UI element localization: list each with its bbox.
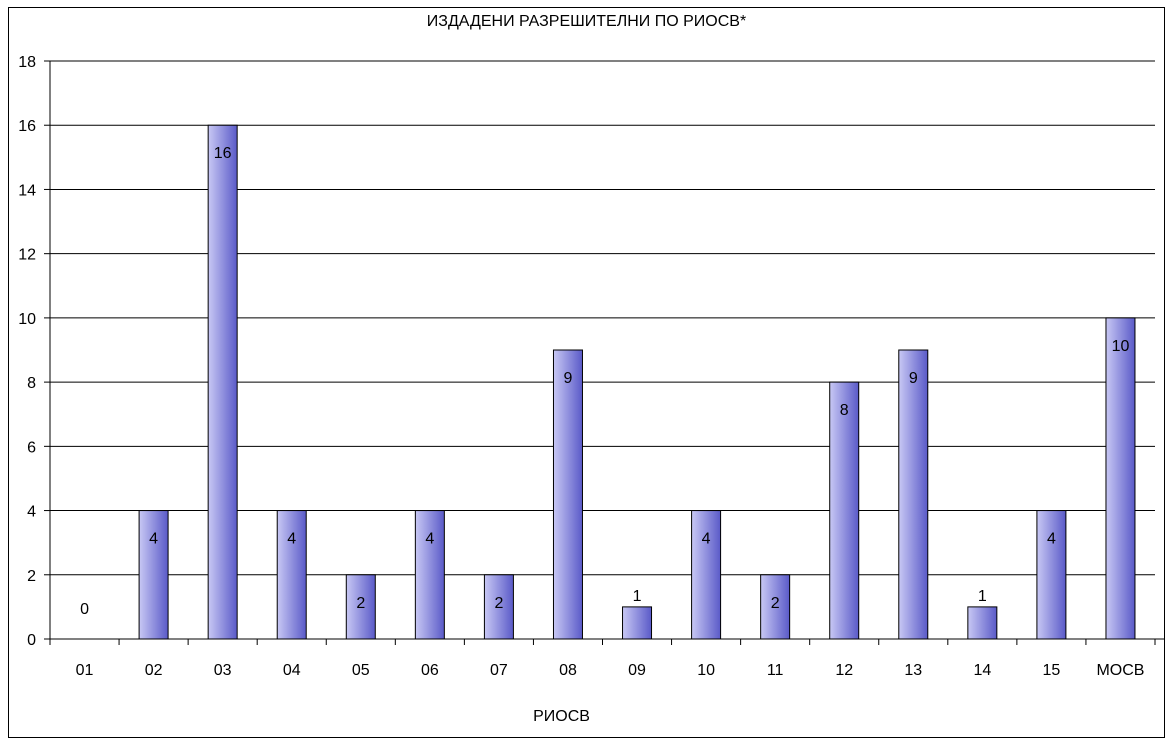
- x-tick-label: 05: [352, 662, 370, 679]
- x-tick-label: 01: [76, 662, 94, 679]
- data-label: 16: [214, 145, 232, 162]
- data-label: 4: [702, 531, 711, 548]
- data-label: 10: [1112, 338, 1130, 355]
- y-tick-label: 6: [27, 439, 36, 456]
- bar: [483, 574, 514, 640]
- bar: [276, 510, 307, 640]
- data-label: 2: [771, 595, 780, 612]
- y-tick-label: 18: [18, 54, 36, 71]
- data-label: 4: [1047, 531, 1056, 548]
- bar: [345, 574, 376, 640]
- bar: [1036, 510, 1067, 640]
- bar: [622, 606, 653, 640]
- labels: 0246810121416180100240316044052064072089…: [18, 54, 1144, 679]
- x-tick-label: МОСВ: [1096, 662, 1144, 679]
- y-tick-label: 0: [27, 632, 36, 649]
- x-tick-label: 02: [145, 662, 163, 679]
- data-label: 4: [425, 531, 434, 548]
- y-tick-label: 4: [27, 504, 36, 521]
- data-label: 4: [149, 531, 158, 548]
- data-label: 0: [80, 601, 89, 618]
- bars: [138, 124, 1136, 640]
- x-tick-label: 15: [1043, 662, 1061, 679]
- y-tick-label: 10: [18, 311, 36, 328]
- bar: [207, 124, 238, 640]
- bar: [1105, 317, 1136, 640]
- data-label: 8: [840, 402, 849, 419]
- data-label: 4: [287, 531, 296, 548]
- bar: [829, 381, 860, 640]
- y-tick-label: 16: [18, 118, 36, 135]
- bar: [898, 349, 929, 640]
- y-tick-label: 14: [18, 182, 36, 199]
- x-tick-label: 04: [283, 662, 301, 679]
- x-tick-label: 10: [697, 662, 715, 679]
- y-tick-label: 2: [27, 568, 36, 585]
- data-label: 1: [978, 588, 987, 605]
- bar: [414, 510, 445, 640]
- data-label: 9: [909, 370, 918, 387]
- x-tick-label: 07: [490, 662, 508, 679]
- data-label: 1: [633, 588, 642, 605]
- data-label: 2: [494, 595, 503, 612]
- bar: [552, 349, 583, 640]
- x-tick-label: 08: [559, 662, 577, 679]
- x-tick-label: 03: [214, 662, 232, 679]
- x-axis-title: РИОСВ: [533, 708, 590, 725]
- bar: [138, 510, 169, 640]
- bar: [967, 606, 998, 640]
- y-tick-label: 12: [18, 247, 36, 264]
- bar: [760, 574, 791, 640]
- data-label: 2: [356, 595, 365, 612]
- x-tick-label: 14: [973, 662, 991, 679]
- x-tick-label: 11: [767, 662, 784, 679]
- chart-title: ИЗДАДЕНИ РАЗРЕШИТЕЛНИ ПО РИОСВ*: [426, 13, 747, 30]
- x-tick-label: 06: [421, 662, 439, 679]
- x-tick-label: 13: [904, 662, 922, 679]
- x-tick-label: 09: [628, 662, 646, 679]
- x-tick-label: 12: [835, 662, 853, 679]
- y-tick-label: 8: [27, 375, 36, 392]
- bar: [691, 510, 722, 640]
- data-label: 9: [564, 370, 573, 387]
